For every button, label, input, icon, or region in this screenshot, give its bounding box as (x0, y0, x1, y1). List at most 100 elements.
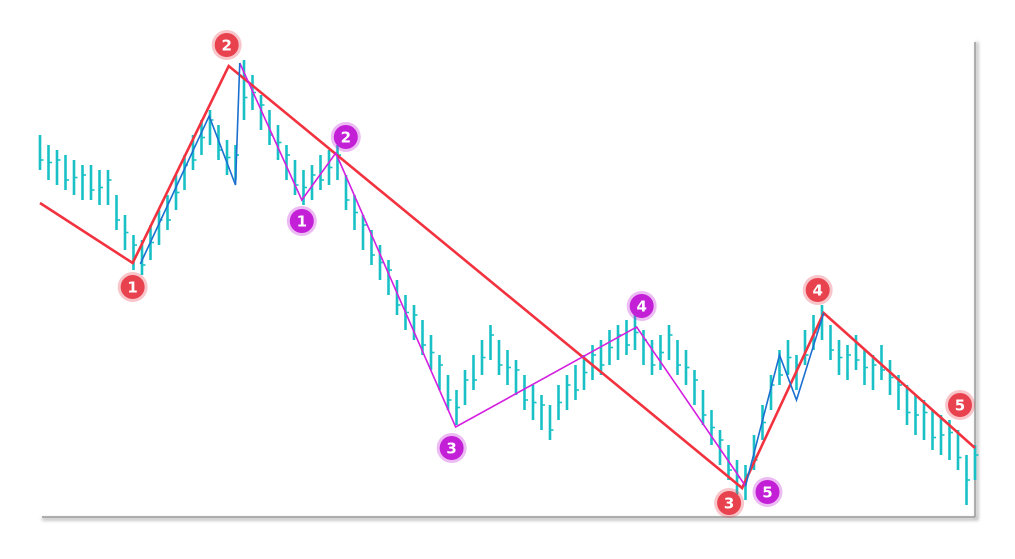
price-bar (361, 215, 367, 250)
price-bar (973, 445, 979, 480)
price-bar (489, 325, 494, 360)
wave-labels: 1 2 3 4 5 1 2 3 4 5 (117, 30, 975, 518)
wave-label-4: 4 (802, 275, 833, 305)
price-bar (837, 340, 843, 375)
wave-label-5: 5 (752, 477, 783, 507)
price-bar (157, 210, 163, 245)
price-bar (659, 335, 664, 370)
price-bar (863, 350, 868, 385)
price-bar (905, 385, 911, 425)
wave-label-5: 5 (945, 390, 975, 420)
price-bar (710, 410, 715, 445)
price-bar (276, 125, 282, 160)
price-bar (820, 305, 826, 340)
price-bar (421, 320, 426, 355)
price-bar (353, 195, 358, 230)
price-bar (633, 315, 639, 350)
price-bar (438, 355, 443, 390)
price-bar (565, 375, 571, 410)
price-bar (693, 370, 698, 405)
price-bar (106, 170, 112, 205)
svg-text:4: 4 (812, 282, 822, 300)
wave-line (139, 62, 241, 265)
wave-lines (39, 62, 976, 491)
price-bar (888, 360, 894, 395)
svg-text:1: 1 (127, 279, 137, 297)
svg-text:4: 4 (636, 298, 646, 316)
price-bar (939, 415, 945, 455)
price-bar (166, 195, 171, 230)
price-bar (302, 170, 307, 205)
price-bar (684, 350, 690, 385)
svg-text:5: 5 (955, 397, 965, 415)
price-bar (650, 340, 656, 375)
price-bar (242, 60, 248, 120)
price-bar (871, 355, 877, 390)
price-bar (38, 135, 44, 170)
price-bar (701, 390, 707, 425)
svg-text:5: 5 (762, 484, 772, 502)
price-bar (89, 165, 95, 200)
price-bar (472, 355, 477, 390)
svg-text:3: 3 (446, 440, 456, 458)
price-bar (497, 340, 503, 375)
price-bar (956, 430, 962, 470)
price-bar (327, 150, 333, 185)
price-bars (38, 60, 979, 505)
wave-line (744, 312, 825, 487)
price-bar (965, 455, 970, 505)
price-bar (548, 405, 554, 440)
price-bar (463, 370, 469, 405)
price-bar (625, 320, 630, 355)
price-bar (47, 145, 52, 180)
price-bar (922, 400, 928, 440)
price-bar (531, 385, 537, 420)
wave-label-1: 1 (117, 272, 148, 302)
price-bar (880, 345, 885, 380)
wave-label-3: 3 (714, 488, 745, 518)
price-bar (259, 95, 265, 130)
price-bar (123, 215, 129, 250)
price-bar (310, 165, 316, 200)
price-bar (429, 335, 435, 370)
price-bar (506, 350, 511, 385)
wave-label-3: 3 (436, 433, 467, 463)
svg-text:2: 2 (341, 129, 351, 147)
price-bar (98, 170, 103, 205)
price-bar (667, 325, 673, 360)
price-bar (64, 155, 69, 190)
price-bar (200, 120, 205, 155)
price-bar (931, 410, 936, 450)
price-bar (285, 145, 290, 180)
price-bar (319, 155, 324, 190)
price-bar (803, 330, 809, 365)
price-bar (829, 325, 834, 360)
svg-text:2: 2 (221, 37, 231, 55)
price-bar (854, 335, 860, 370)
price-bar (183, 155, 188, 190)
price-bar (174, 175, 180, 210)
price-bar (718, 430, 724, 465)
svg-text:1: 1 (297, 213, 307, 231)
wave-label-2: 2 (211, 30, 242, 60)
price-bar (344, 175, 350, 210)
wave-line (239, 62, 747, 487)
price-bar (540, 395, 545, 430)
wave-label-2: 2 (330, 122, 361, 152)
price-bar (395, 280, 401, 315)
price-bar (115, 195, 120, 230)
wave-label-4: 4 (626, 291, 657, 321)
price-bar (557, 385, 562, 420)
svg-text:3: 3 (724, 495, 734, 513)
wave-line (39, 63, 976, 491)
price-bar (81, 165, 86, 200)
price-bar (676, 340, 681, 375)
price-bar (523, 375, 528, 410)
price-bar (914, 395, 919, 435)
axes (42, 42, 979, 521)
price-bar (412, 305, 418, 340)
price-bar (582, 355, 588, 390)
price-bar (446, 375, 452, 410)
price-bar (608, 330, 613, 365)
